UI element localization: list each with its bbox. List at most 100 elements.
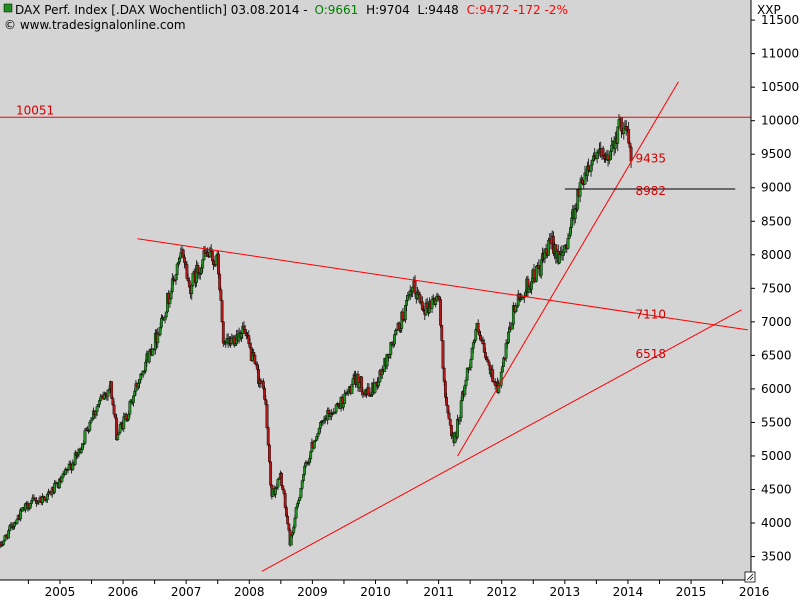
candle-up xyxy=(393,334,396,345)
plot-area xyxy=(0,0,751,580)
candle-up xyxy=(469,359,473,369)
trendlines-layer xyxy=(0,81,751,572)
candle-up xyxy=(411,286,415,292)
x-tick-label: 2014 xyxy=(613,585,644,599)
x-tick-label: 2008 xyxy=(234,585,265,599)
candle-down xyxy=(440,325,444,341)
candle-up xyxy=(160,317,163,328)
x-tick-label: 2009 xyxy=(297,585,328,599)
x-tick-label: 2005 xyxy=(45,585,76,599)
y-tick-label: 11500 xyxy=(761,13,799,27)
source-text: © www.tradesignalonline.com xyxy=(4,18,186,32)
candle-down xyxy=(183,256,186,263)
annotation-label: 9435 xyxy=(636,152,667,166)
candle-down xyxy=(447,412,451,420)
header-close: C:9472 -172 -2% xyxy=(467,3,568,17)
candle-down xyxy=(401,311,405,320)
candle-down xyxy=(286,515,290,525)
annotation-label: 7110 xyxy=(636,307,667,321)
candle-up xyxy=(79,449,83,453)
candle-up xyxy=(464,379,468,386)
candle-up xyxy=(507,331,510,343)
y-tick-label: 9000 xyxy=(761,181,792,195)
candle-up xyxy=(83,430,87,444)
series-marker-icon xyxy=(3,3,13,13)
candle-down xyxy=(220,300,224,323)
candle-up xyxy=(116,434,120,440)
candle-down xyxy=(110,381,114,399)
candle-up xyxy=(566,238,570,249)
candle-up xyxy=(501,366,504,373)
candle-up xyxy=(3,535,7,542)
annotation-label: 6518 xyxy=(636,347,667,361)
candle-down xyxy=(448,418,452,426)
candle-up xyxy=(274,488,277,495)
y-tick-label: 7500 xyxy=(761,281,792,295)
x-axis-ticks: 2005 2006 2007 2008 2009 2010 2011 2012 2013 2014… xyxy=(27,580,770,599)
y-tick-label: 4000 xyxy=(761,516,792,530)
candle-up xyxy=(15,519,19,524)
candle-up xyxy=(276,479,280,488)
candle-up xyxy=(558,254,561,264)
candle-down xyxy=(266,427,270,446)
resize-grip-icon[interactable] xyxy=(744,571,756,583)
y-tick-label: 7000 xyxy=(761,315,792,329)
candle-up xyxy=(89,419,93,423)
candle-down xyxy=(619,117,623,132)
candle-down xyxy=(280,473,283,486)
candle-down xyxy=(265,404,269,428)
candle-up xyxy=(309,451,313,460)
annotation-label: 8982 xyxy=(636,184,667,198)
trendline xyxy=(261,309,742,572)
candle-up xyxy=(459,400,463,418)
candle-up xyxy=(346,390,350,394)
candle-up xyxy=(132,395,135,403)
x-tick-label: 2010 xyxy=(360,585,391,599)
y-tick-label: 11000 xyxy=(761,47,799,61)
candle-down xyxy=(491,369,495,382)
candle-up xyxy=(95,406,99,412)
candle-up xyxy=(53,483,57,493)
axis-tag: XXP xyxy=(757,3,781,17)
candle-down xyxy=(112,404,116,415)
trendline xyxy=(457,81,679,457)
candle-down xyxy=(441,340,445,369)
trendline xyxy=(137,238,748,331)
candle-down xyxy=(629,146,633,162)
header-low: L:9448 xyxy=(418,3,459,17)
candle-down xyxy=(221,321,225,344)
candle-up xyxy=(474,329,478,341)
header-open: O:9661 xyxy=(314,3,358,17)
candle-up xyxy=(297,500,300,504)
candle-down xyxy=(268,444,271,463)
candle-down xyxy=(445,397,449,406)
y-tick-label: 5500 xyxy=(761,415,792,429)
svg-text:DAX Perf. Index [.DAX Wochent: DAX Perf. Index [.DAX Wochentlich] 03.08… xyxy=(15,3,568,17)
x-tick-label: 2013 xyxy=(550,585,581,599)
x-tick-label: 2012 xyxy=(486,585,517,599)
y-tick-label: 6500 xyxy=(761,348,792,362)
y-tick-label: 10500 xyxy=(761,80,799,94)
header-title: DAX Perf. Index [.DAX Wochentlich] 03.08… xyxy=(15,3,308,17)
y-axis-ticks: 3500 4000 4500 5000 5500 6000 6500 7000 7500 8000… xyxy=(751,13,799,564)
y-tick-label: 3500 xyxy=(761,550,792,564)
candle-down xyxy=(439,299,442,326)
candle-up xyxy=(277,477,281,480)
x-tick-label: 2016 xyxy=(739,585,770,599)
candle-down xyxy=(219,289,223,301)
x-tick-label: 2011 xyxy=(423,585,454,599)
candle-up xyxy=(342,403,345,408)
y-tick-label: 8000 xyxy=(761,248,792,262)
candle-up xyxy=(293,517,297,528)
x-tick-label: 2007 xyxy=(171,585,202,599)
y-tick-label: 6000 xyxy=(761,382,792,396)
candle-down xyxy=(269,461,273,486)
y-tick-label: 5000 xyxy=(761,449,792,463)
header-high: H:9704 xyxy=(366,3,410,17)
candle-up xyxy=(547,240,550,256)
y-tick-label: 10000 xyxy=(761,114,799,128)
candle-up xyxy=(178,258,182,263)
annotations-layer: 10051 9435 8982 7110 6518 xyxy=(16,103,666,361)
